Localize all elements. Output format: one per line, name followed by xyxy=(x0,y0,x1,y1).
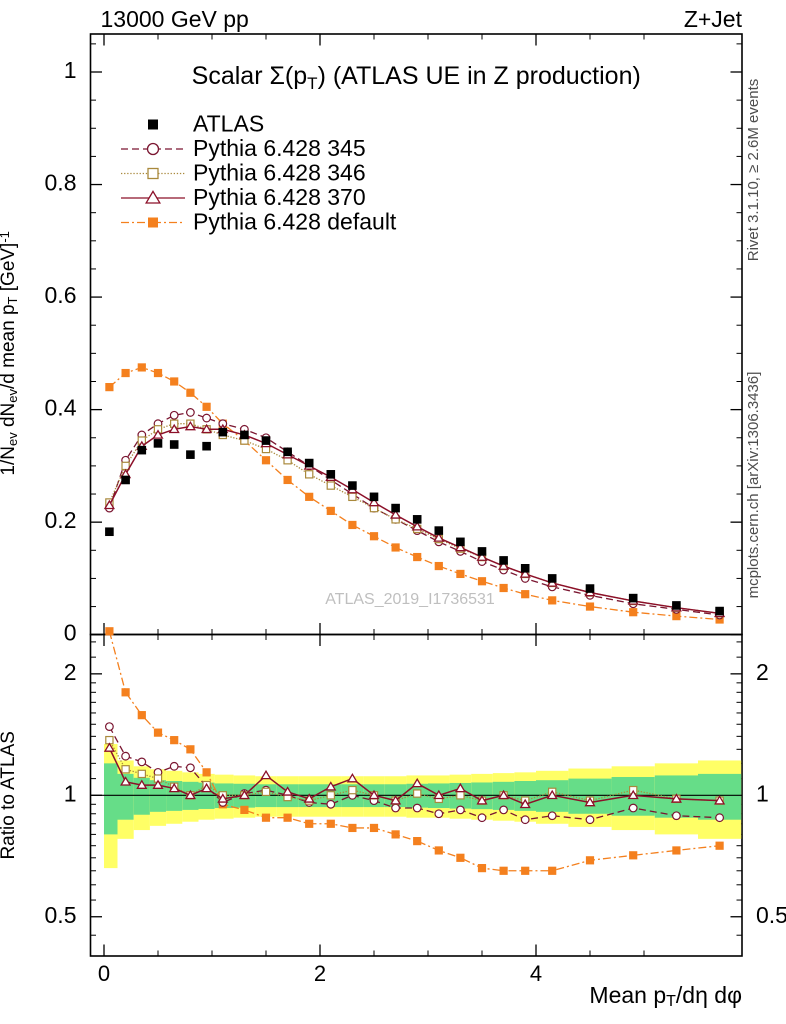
svg-text:Ratio to ATLAS: Ratio to ATLAS xyxy=(0,731,19,860)
svg-text:0: 0 xyxy=(98,961,110,986)
svg-text:0.6: 0.6 xyxy=(45,282,77,308)
svg-text:ATLAS: ATLAS xyxy=(193,111,264,137)
svg-text:1: 1 xyxy=(756,780,769,806)
svg-text:1: 1 xyxy=(64,57,77,83)
svg-text:13000 GeV pp: 13000 GeV pp xyxy=(101,6,249,32)
svg-text:0: 0 xyxy=(64,620,77,646)
svg-text:2: 2 xyxy=(756,659,769,685)
svg-text:2: 2 xyxy=(314,961,326,986)
svg-text:Pythia 6.428 345: Pythia 6.428 345 xyxy=(193,135,366,161)
svg-text:Rivet 3.1.10, ≥ 2.6M events: Rivet 3.1.10, ≥ 2.6M events xyxy=(745,79,762,262)
svg-text:Mean pT/dη dφ: Mean pT/dη dφ xyxy=(589,982,742,1010)
svg-text:Pythia 6.428 346: Pythia 6.428 346 xyxy=(193,160,366,186)
svg-text:1: 1 xyxy=(64,780,77,806)
svg-text:2: 2 xyxy=(64,659,77,685)
svg-text:0.4: 0.4 xyxy=(45,395,77,421)
svg-text:0.8: 0.8 xyxy=(45,170,77,196)
svg-text:mcplots.cern.ch [arXiv:1306.34: mcplots.cern.ch [arXiv:1306.3436] xyxy=(745,372,762,599)
svg-text:4: 4 xyxy=(530,961,542,986)
svg-text:0.2: 0.2 xyxy=(45,507,77,533)
svg-text:Pythia 6.428 default: Pythia 6.428 default xyxy=(193,209,397,235)
svg-text:Scalar Σ(pT) (ATLAS UE in Z pr: Scalar Σ(pT) (ATLAS UE in Z production) xyxy=(192,62,641,93)
svg-text:0.5: 0.5 xyxy=(45,902,77,928)
svg-text:ATLAS_2019_I1736531: ATLAS_2019_I1736531 xyxy=(325,591,495,608)
svg-text:0.5: 0.5 xyxy=(756,902,786,928)
svg-text:Pythia 6.428 370: Pythia 6.428 370 xyxy=(193,184,366,210)
svg-text:Z+Jet: Z+Jet xyxy=(684,6,743,32)
